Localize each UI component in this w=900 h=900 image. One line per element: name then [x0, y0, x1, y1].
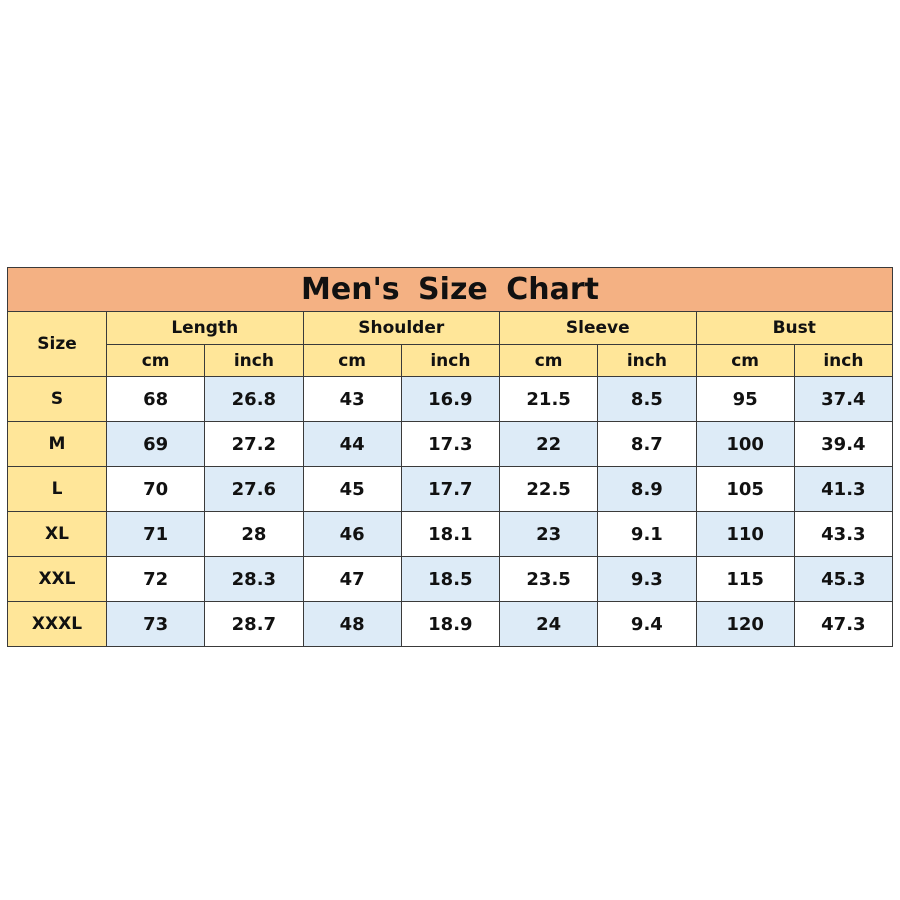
- table-cell: 27.6: [204, 466, 304, 512]
- unit-header-cm: cm: [302, 344, 402, 377]
- table-row: L 70 27.6 45 17.7 22.5 8.9 105 41.3: [7, 466, 894, 512]
- table-cell: 9.4: [597, 601, 697, 647]
- table-cell: 26.8: [204, 376, 304, 422]
- table-cell: 8.7: [597, 421, 697, 467]
- table-cell: 43.3: [793, 511, 894, 557]
- table-cell: 17.7: [400, 466, 501, 512]
- table-cell: 110: [695, 511, 795, 557]
- size-label: L: [7, 466, 107, 512]
- table-cell: 8.9: [597, 466, 697, 512]
- unit-header-cm: cm: [105, 344, 206, 377]
- table-cell: 24: [498, 601, 599, 647]
- size-label: S: [7, 376, 107, 422]
- table-cell: 18.5: [400, 556, 501, 602]
- unit-header-inch: inch: [204, 344, 304, 377]
- table-cell: 21.5: [498, 376, 599, 422]
- table-row: XL 71 28 46 18.1 23 9.1 110 43.3: [7, 511, 894, 557]
- table-row: M 69 27.2 44 17.3 22 8.7 100 39.4: [7, 421, 894, 467]
- table-row: S 68 26.8 43 16.9 21.5 8.5 95 37.4: [7, 376, 894, 422]
- unit-header-inch: inch: [793, 344, 894, 377]
- table-cell: 28: [204, 511, 304, 557]
- table-cell: 9.1: [597, 511, 697, 557]
- table-cell: 27.2: [204, 421, 304, 467]
- table-cell: 23: [498, 511, 599, 557]
- table-row: XXXL 73 28.7 48 18.9 24 9.4 120 47.3: [7, 601, 894, 647]
- table-cell: 100: [695, 421, 795, 467]
- table-body: S 68 26.8 43 16.9 21.5 8.5 95 37.4 M 69 27.2 44 17.3 2…: [7, 376, 894, 647]
- table-cell: 120: [695, 601, 795, 647]
- table-cell: 44: [302, 421, 402, 467]
- table-cell: 17.3: [400, 421, 501, 467]
- table-cell: 68: [105, 376, 206, 422]
- table-cell: 115: [695, 556, 795, 602]
- table-cell: 47: [302, 556, 402, 602]
- unit-header-inch: inch: [597, 344, 697, 377]
- table-cell: 72: [105, 556, 206, 602]
- group-header-bust: Bust: [695, 311, 893, 345]
- group-header-sleeve: Sleeve: [499, 311, 697, 345]
- table-cell: 95: [695, 376, 795, 422]
- table-cell: 48: [302, 601, 402, 647]
- table-cell: 16.9: [400, 376, 501, 422]
- table-cell: 18.9: [400, 601, 501, 647]
- size-chart-table: Men's Size Chart Size Length Shoulder Sl…: [7, 267, 894, 647]
- table-cell: 28.3: [204, 556, 304, 602]
- size-label: XL: [7, 511, 107, 557]
- table-cell: 22: [498, 421, 599, 467]
- table-cell: 8.5: [597, 376, 697, 422]
- unit-header-cm: cm: [695, 344, 795, 377]
- group-header-shoulder: Shoulder: [302, 311, 500, 345]
- size-label: XXL: [7, 556, 107, 602]
- table-cell: 43: [302, 376, 402, 422]
- size-label: M: [7, 421, 107, 467]
- table-cell: 41.3: [793, 466, 894, 512]
- table-cell: 73: [105, 601, 206, 647]
- table-cell: 23.5: [498, 556, 599, 602]
- table-cell: 39.4: [793, 421, 894, 467]
- table-cell: 69: [105, 421, 206, 467]
- unit-header-cm: cm: [498, 344, 599, 377]
- table-cell: 47.3: [793, 601, 894, 647]
- table-cell: 45: [302, 466, 402, 512]
- chart-title: Men's Size Chart: [7, 267, 893, 312]
- table-cell: 18.1: [400, 511, 501, 557]
- unit-header-row: cm inch cm inch cm inch cm inch: [8, 344, 894, 377]
- table-cell: 28.7: [204, 601, 304, 647]
- table-cell: 105: [695, 466, 795, 512]
- table-cell: 22.5: [498, 466, 599, 512]
- table-row: XXL 72 28.3 47 18.5 23.5 9.3 115 45.3: [7, 556, 894, 602]
- size-header: Size: [7, 311, 107, 377]
- size-label: XXXL: [7, 601, 107, 647]
- table-cell: 37.4: [793, 376, 894, 422]
- table-cell: 71: [105, 511, 206, 557]
- table-cell: 9.3: [597, 556, 697, 602]
- unit-header-inch: inch: [400, 344, 501, 377]
- group-header-length: Length: [106, 311, 304, 345]
- table-cell: 70: [105, 466, 206, 512]
- table-cell: 45.3: [793, 556, 894, 602]
- table-cell: 46: [302, 511, 402, 557]
